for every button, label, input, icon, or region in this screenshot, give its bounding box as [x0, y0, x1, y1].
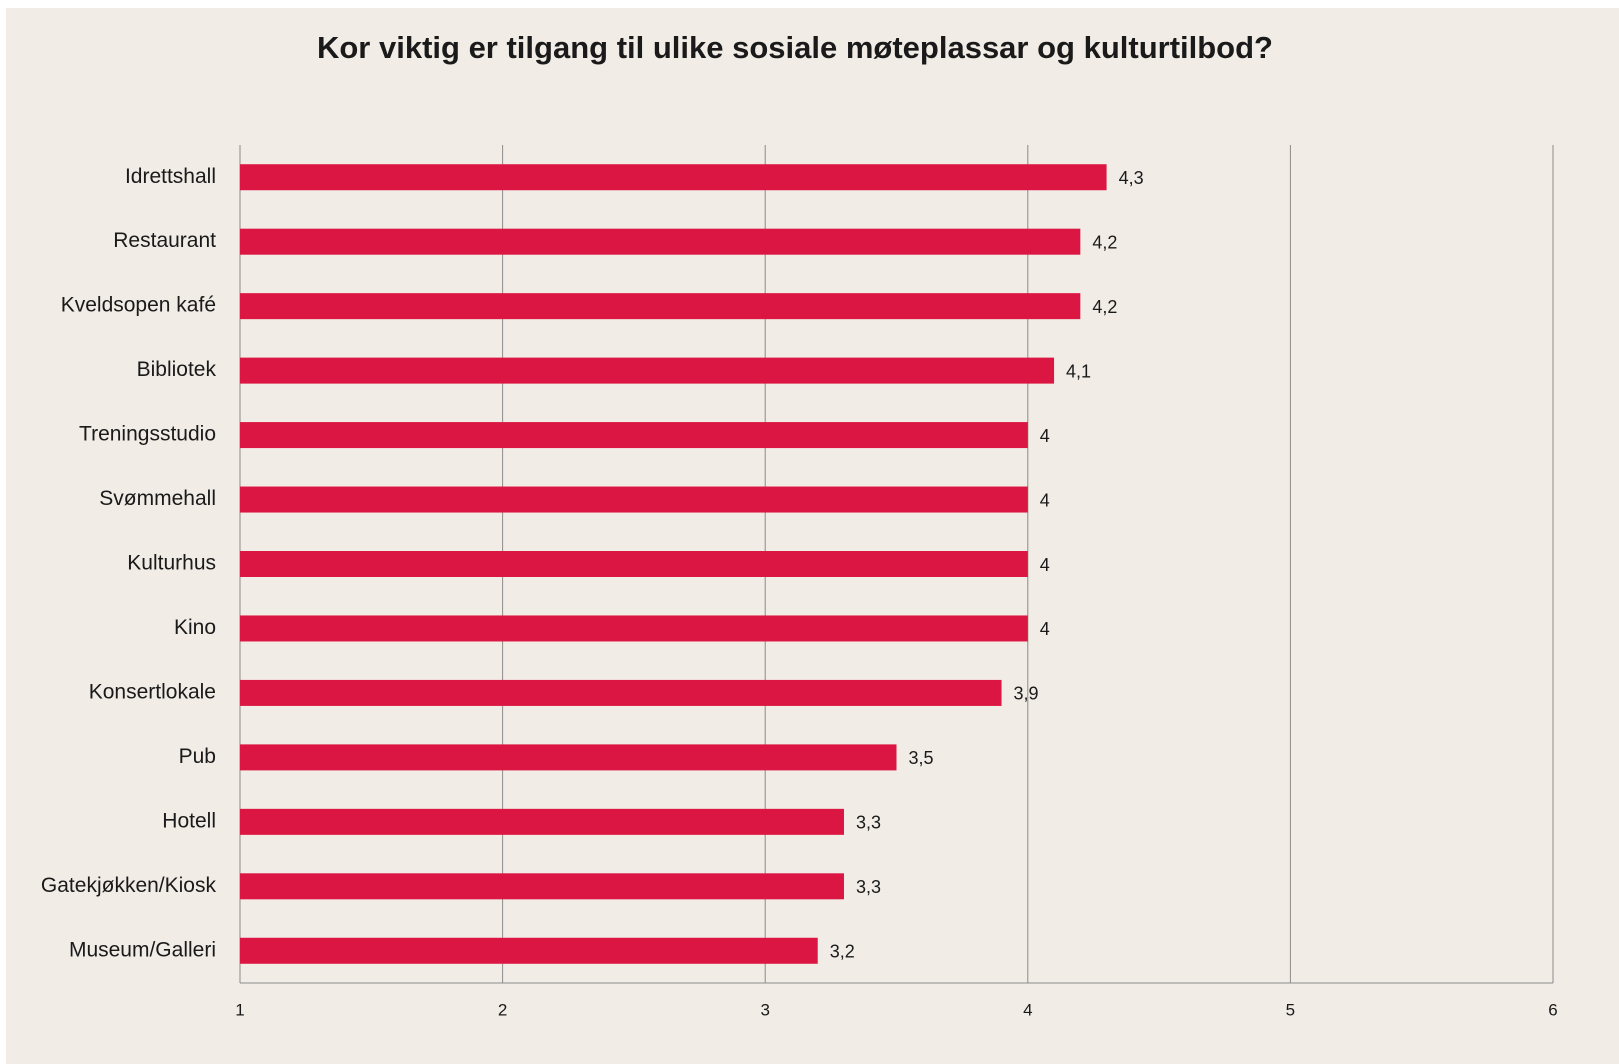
bar: [240, 808, 844, 835]
data-label: 3,9: [1014, 684, 1039, 704]
bar: [240, 486, 1028, 513]
data-label: 3,2: [830, 942, 855, 962]
bar: [240, 873, 844, 900]
bar: [240, 228, 1081, 255]
x-tick-label: 4: [1023, 1000, 1032, 1019]
bar: [240, 679, 1002, 706]
data-label: 4: [1040, 426, 1050, 446]
bar: [240, 357, 1055, 384]
data-label: 3,3: [856, 877, 881, 897]
data-label: 4,2: [1092, 297, 1117, 317]
x-tick-label: 5: [1286, 1000, 1295, 1019]
y-tick-label: Pub: [179, 745, 216, 768]
data-label: 3,3: [856, 813, 881, 833]
y-tick-label: Treningsstudio: [79, 423, 216, 446]
bar: [240, 744, 897, 771]
bar: [240, 293, 1081, 320]
y-tick-label: Museum/Galleri: [69, 938, 216, 961]
y-tick-label: Konsertlokale: [89, 680, 216, 703]
y-tick-label: Kino: [174, 616, 216, 639]
x-tick-label: 2: [498, 1000, 507, 1019]
x-tick-label: 6: [1548, 1000, 1557, 1019]
bar: [240, 615, 1028, 642]
y-tick-label: Bibliotek: [137, 358, 217, 381]
bar: [240, 937, 818, 964]
bar: [240, 422, 1028, 449]
y-tick-label: Kulturhus: [127, 552, 216, 575]
data-label: 3,5: [909, 748, 934, 768]
data-label: 4,3: [1119, 168, 1144, 188]
data-label: 4,2: [1092, 232, 1117, 252]
bar: [240, 164, 1107, 191]
y-tick-label: Gatekjøkken/Kiosk: [41, 874, 217, 897]
data-label: 4,1: [1066, 361, 1091, 381]
x-tick-label: 3: [760, 1000, 769, 1019]
data-label: 4: [1040, 490, 1050, 510]
y-tick-label: Svømmehall: [99, 487, 216, 510]
y-tick-label: Idrettshall: [125, 165, 216, 188]
y-tick-label: Restaurant: [113, 229, 216, 252]
data-label: 4: [1040, 555, 1050, 575]
y-tick-label: Kveldsopen kafé: [61, 294, 216, 317]
bar: [240, 551, 1028, 577]
y-tick-label: Hotell: [162, 809, 216, 832]
x-tick-label: 1: [235, 1000, 244, 1019]
chart-title: Kor viktig er tilgang til ulike sosiale …: [317, 30, 1273, 65]
data-label: 4: [1040, 619, 1050, 639]
